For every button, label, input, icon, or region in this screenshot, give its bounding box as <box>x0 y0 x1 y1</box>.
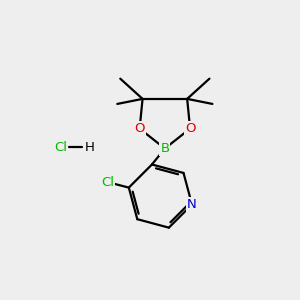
Text: Cl: Cl <box>54 140 67 154</box>
Text: N: N <box>187 198 197 211</box>
Text: O: O <box>185 122 195 135</box>
Text: Cl: Cl <box>101 176 114 189</box>
Text: B: B <box>160 142 170 155</box>
Text: O: O <box>134 122 145 135</box>
Text: H: H <box>85 140 94 154</box>
